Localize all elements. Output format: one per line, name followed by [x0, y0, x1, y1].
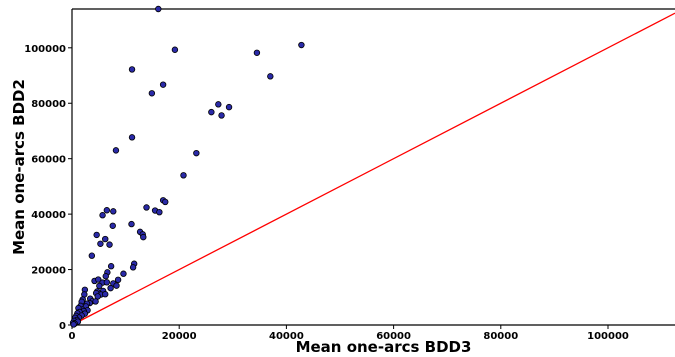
data-point [109, 222, 116, 229]
data-point [102, 235, 109, 243]
x-tick-label: 20000 [162, 331, 197, 342]
x-tick-label: 40000 [269, 331, 304, 342]
data-point [267, 73, 274, 80]
data-point [128, 66, 136, 73]
data-point [93, 231, 100, 239]
x-tick-label: 60000 [376, 331, 411, 342]
data-point [113, 282, 120, 289]
data-point [208, 108, 215, 116]
data-point [92, 298, 99, 305]
y-axis-title: Mean one-arcs BDD2 [10, 79, 28, 255]
data-point [159, 81, 167, 88]
data-point [95, 276, 102, 283]
data-point [70, 321, 77, 328]
data-point [156, 208, 163, 216]
data-point [171, 46, 179, 53]
data-point [162, 198, 169, 206]
x-tick-label: 100000 [587, 331, 629, 342]
y-tick-label: 100000 [24, 44, 66, 55]
data-point [155, 5, 162, 13]
data-point [128, 220, 135, 228]
y-tick-label: 40000 [31, 210, 66, 221]
data-point [218, 112, 225, 119]
x-tick-label: 80000 [483, 331, 518, 342]
data-point [143, 204, 150, 211]
axes [71, 8, 675, 326]
reference-line [71, 12, 675, 326]
data-point [253, 49, 261, 56]
data-point [106, 241, 113, 248]
data-point [120, 270, 127, 277]
data-point [112, 147, 120, 154]
data-point [215, 101, 222, 108]
data-point [88, 252, 96, 259]
data-point [180, 172, 187, 179]
data-point [97, 240, 104, 247]
x-tick-label: 0 [69, 331, 76, 342]
data-point [110, 208, 117, 215]
data-point [148, 90, 156, 97]
data-point [102, 291, 109, 298]
data-point [102, 273, 109, 280]
data-point [298, 41, 305, 49]
x-axis-title: Mean one-arcs BDD3 [296, 338, 472, 356]
data-point [225, 103, 233, 111]
data-point [107, 263, 115, 270]
y-axis-ticks: 0 20000 40000 60000 80000 100000 [24, 44, 72, 332]
x-axis-ticks: 0 20000 40000 60000 80000 100000 [69, 325, 629, 342]
data-point [114, 276, 122, 284]
y-tick-label: 60000 [31, 155, 66, 166]
y-tick-label: 20000 [31, 266, 66, 277]
y-tick-label: 80000 [31, 99, 66, 110]
data-point [128, 134, 136, 141]
data-point [107, 284, 114, 292]
data-point [129, 264, 137, 271]
data-point [193, 149, 200, 157]
data-point [140, 233, 147, 241]
data-point [99, 212, 106, 219]
data-point [103, 207, 111, 214]
data-point [96, 282, 103, 290]
data-points [69, 5, 305, 328]
data-point [103, 279, 111, 286]
y-tick-label: 0 [59, 321, 66, 332]
